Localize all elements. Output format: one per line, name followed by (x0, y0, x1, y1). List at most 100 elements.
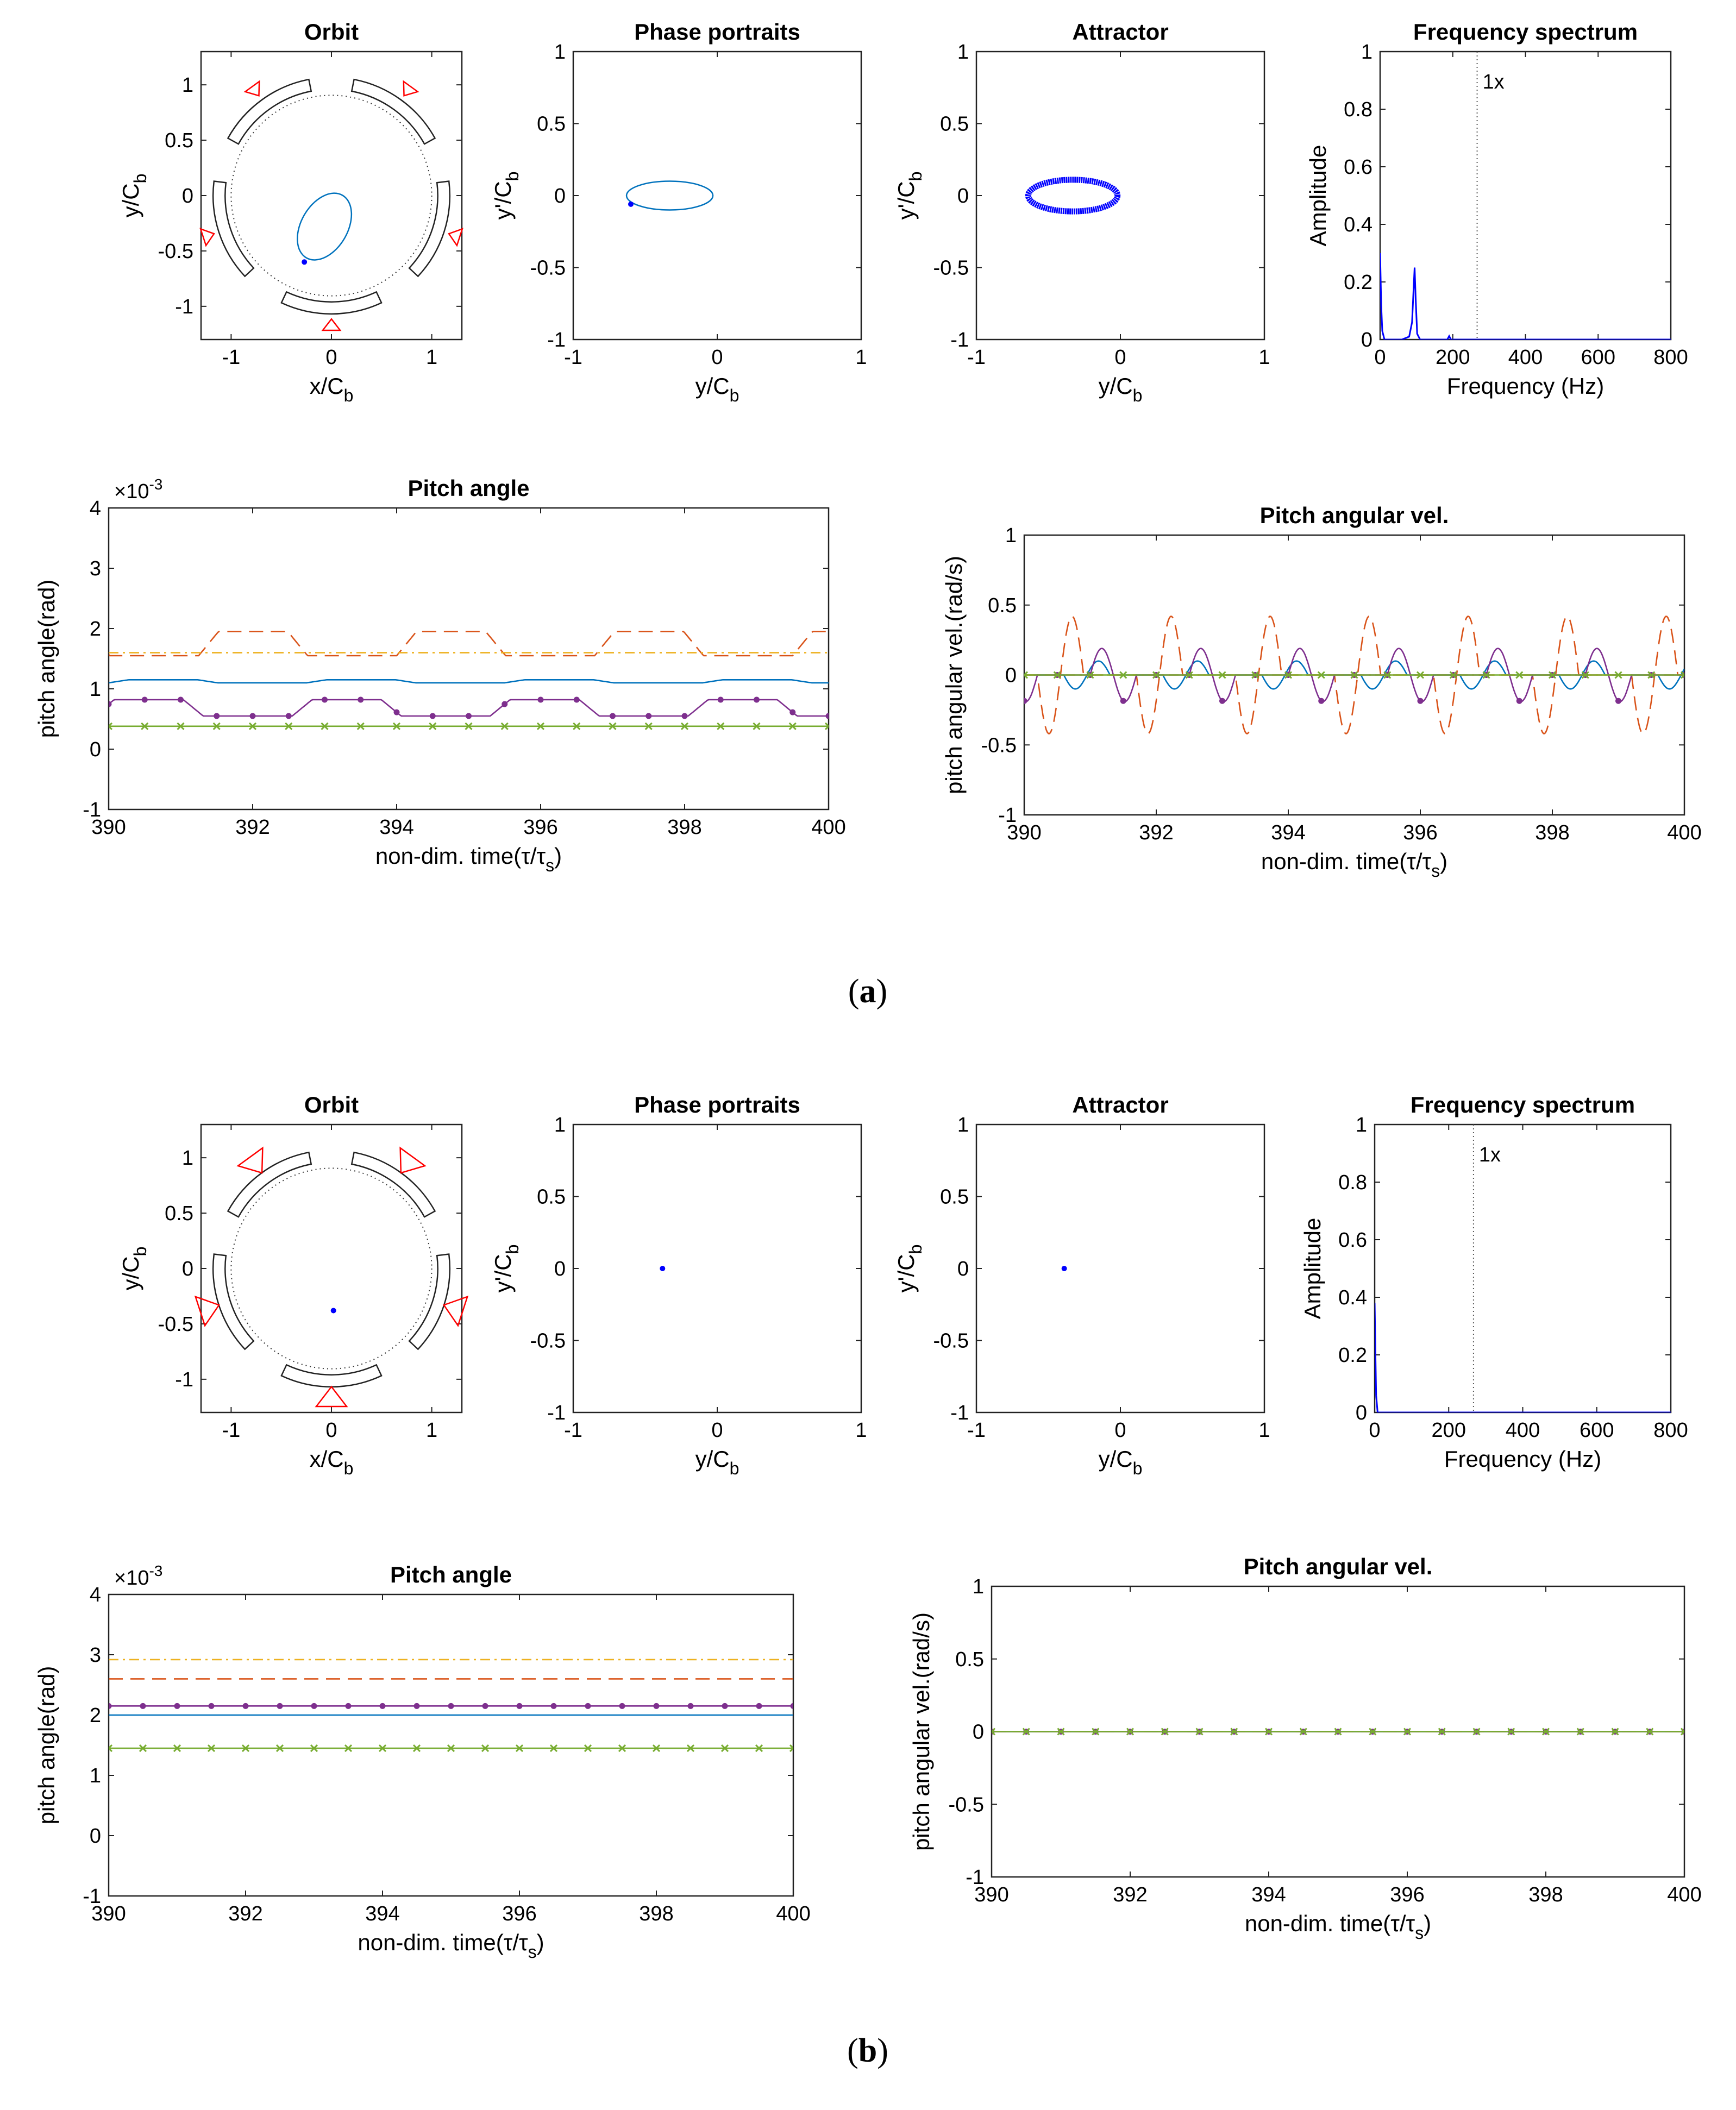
series-marker-x (1611, 1728, 1619, 1736)
y-tick-label: -0.5 (981, 734, 1017, 757)
y-axis-label-sub: b (503, 1245, 522, 1254)
series-marker-dot (756, 1703, 762, 1709)
bearing-pad (280, 291, 383, 315)
y-tick-label: 0.5 (988, 594, 1017, 617)
series-marker-dot (1615, 698, 1621, 704)
x-tick-label: 1 (426, 1419, 437, 1442)
series-marker-x (1548, 671, 1557, 679)
y-tick-label: 2 (90, 618, 101, 640)
series-marker-x (1334, 1728, 1342, 1736)
y-tick-label: 1 (957, 1114, 969, 1136)
series-marker-x (109, 1744, 113, 1753)
y-axis-label-main: y'/C (490, 181, 516, 219)
series-marker-dot (825, 713, 829, 719)
y-tick-label: 0.5 (165, 1202, 193, 1225)
y-tick-label: -1 (950, 329, 969, 351)
y-tick-label: -0.5 (933, 1330, 969, 1353)
x-axis-label-sub: b (730, 386, 739, 405)
y-axis-label: pitch angle(rad) (34, 1666, 59, 1825)
series-marker-x (109, 722, 113, 730)
series-marker-dot (1120, 698, 1126, 704)
series-marker-x (1581, 671, 1589, 679)
y-tick-label: 0 (182, 1258, 193, 1280)
x-tick-label: 392 (228, 1902, 262, 1925)
series-marker-x (177, 722, 185, 730)
axis-exponent-power: -3 (149, 1562, 162, 1579)
y-axis-label: pitch angle(rad) (34, 580, 59, 738)
x-axis-label: non-dim. time(τ/τs) (1261, 849, 1447, 881)
y-tick-label: 0 (1005, 664, 1017, 687)
plot-area (625, 180, 714, 211)
series-marker-dot (178, 696, 184, 703)
y-tick-label: 0.5 (955, 1648, 984, 1671)
y-axis-label: pitch angular vel.(rad/s) (908, 1612, 934, 1851)
bearing-pad (350, 78, 436, 145)
series-marker-x (992, 1728, 996, 1736)
series-marker-x (1507, 1728, 1515, 1736)
x-axis-label-main: y/C (1099, 1446, 1133, 1472)
series-marker-x (618, 1744, 626, 1753)
series-marker-dot (208, 1703, 215, 1709)
clearance-circle (230, 1167, 433, 1370)
series-marker-x (248, 722, 257, 730)
x-axis-label-main: y/C (695, 1446, 730, 1472)
series-marker-dot (358, 696, 364, 703)
y-axis-label-main: y'/C (490, 1254, 516, 1292)
x-tick-label: -1 (222, 1419, 240, 1442)
series-marker-x (173, 1744, 181, 1753)
synchronous-label: 1x (1479, 1144, 1501, 1166)
series-marker-x (1218, 671, 1226, 679)
series-marker-x (1053, 671, 1061, 679)
x-axis-label-main: y/C (695, 373, 730, 399)
bearing-pad (212, 1253, 255, 1351)
series-marker-dot (242, 1703, 249, 1709)
series-marker-x (686, 1744, 695, 1753)
x-axis-label-suffix: ) (1424, 1911, 1431, 1936)
series-marker-x (515, 1744, 524, 1753)
axis-exponent-base: ×10 (114, 1567, 149, 1590)
y-axis-label: y'/Cb (490, 172, 522, 220)
y-tick-label: 1 (554, 41, 566, 64)
x-tick-label: 392 (235, 816, 270, 839)
chart-title: Pitch angle (390, 1562, 512, 1587)
y-axis-label-main: y/C (118, 1256, 143, 1290)
x-tick-label: 1 (1258, 346, 1270, 369)
y-tick-label: -1 (547, 329, 566, 351)
y-tick-label: 0.4 (1344, 213, 1372, 236)
x-tick-label: 390 (1007, 821, 1041, 844)
series-marker-dot (214, 713, 220, 719)
position-marker (330, 1308, 336, 1314)
x-axis-label-main: Frequency (Hz) (1444, 1446, 1601, 1472)
y-axis-label-main: pitch angle(rad) (34, 580, 59, 738)
plot-area (109, 631, 829, 730)
y-axis-label: y/Cb (118, 174, 150, 218)
load-triangle (443, 1295, 469, 1327)
axis-exponent: ×10-3 (114, 1562, 162, 1590)
y-axis-label-main: y'/C (893, 181, 919, 219)
x-tick-label: 1 (426, 346, 437, 369)
series-marker-x (1680, 1728, 1684, 1736)
x-tick-label: 800 (1653, 1419, 1688, 1442)
y-axis-label-main: y/C (118, 183, 143, 217)
plot-area (992, 1728, 1684, 1736)
series-marker-x (717, 722, 725, 730)
y-axis-label-main: pitch angular vel.(rad/s) (908, 1612, 934, 1851)
y-tick-label: 0.2 (1338, 1344, 1367, 1367)
y-tick-label: 1 (957, 41, 969, 64)
x-tick-label: 400 (1667, 1883, 1701, 1906)
x-axis-label: y/Cb (695, 1446, 739, 1478)
series-marker-x (1092, 1728, 1100, 1736)
load-triangle (403, 80, 419, 97)
x-axis-label: Frequency (Hz) (1447, 373, 1604, 399)
series-marker-x (1024, 671, 1029, 679)
x-tick-label: 0 (711, 346, 723, 369)
series-marker-dot (717, 696, 724, 703)
y-tick-label: -0.5 (949, 1793, 984, 1816)
series-marker-x (429, 722, 437, 730)
series-marker-dot (1219, 698, 1225, 704)
x-tick-label: 1 (855, 346, 867, 369)
x-tick-label: 600 (1581, 346, 1615, 369)
plot-area (1025, 177, 1121, 215)
